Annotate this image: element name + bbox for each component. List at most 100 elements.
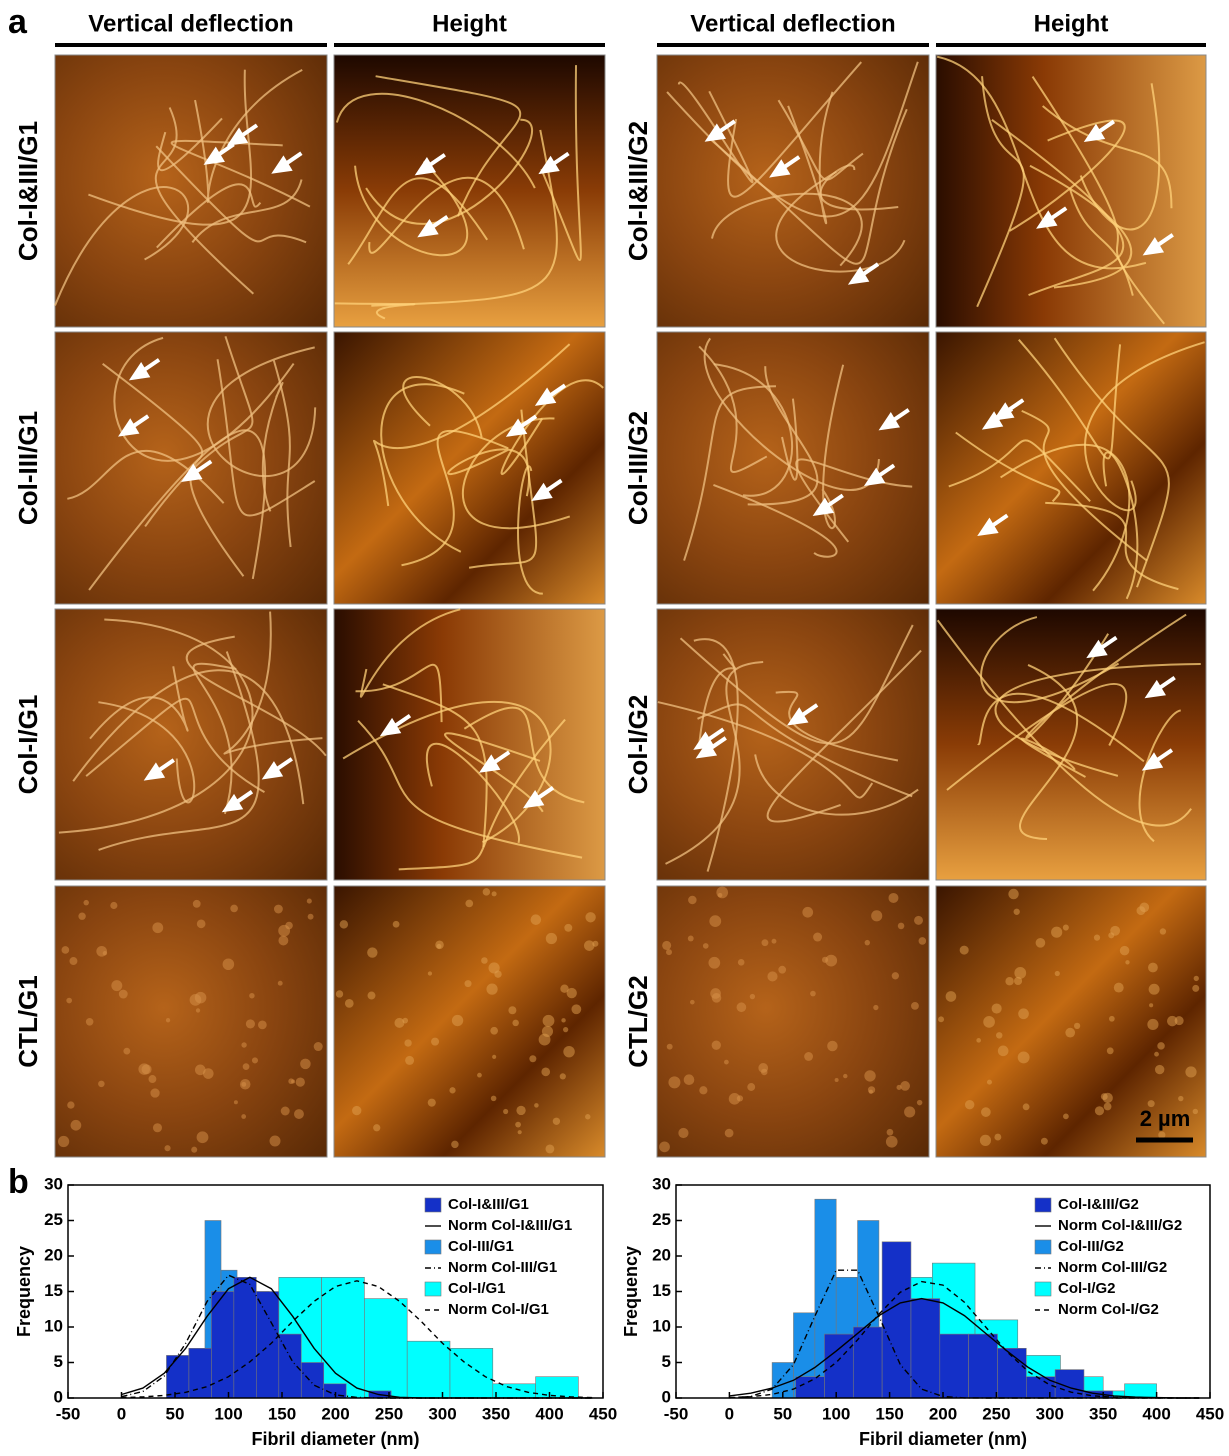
x-tick-label: -50: [664, 1404, 689, 1423]
column-header: Vertical deflection: [88, 10, 293, 37]
texture: [197, 1131, 209, 1143]
texture: [431, 1038, 439, 1046]
texture: [1104, 1103, 1112, 1111]
texture: [917, 1100, 922, 1105]
texture: [725, 1129, 734, 1138]
histogram-bar: [166, 1355, 188, 1398]
texture: [690, 1000, 695, 1005]
texture: [300, 1059, 311, 1070]
histogram-bar: [279, 1334, 301, 1398]
texture: [762, 939, 769, 946]
texture: [1041, 1138, 1048, 1145]
x-tick-label: 50: [773, 1404, 792, 1423]
texture: [249, 993, 254, 998]
texture: [111, 980, 122, 991]
legend-label: Col-I/G1: [448, 1280, 506, 1297]
texture: [67, 1101, 74, 1108]
texture: [516, 1106, 525, 1115]
texture: [869, 1090, 873, 1094]
column-header: Vertical deflection: [690, 10, 895, 37]
texture: [981, 1107, 991, 1117]
column-header: Height: [1034, 10, 1109, 37]
texture: [483, 888, 490, 895]
texture: [911, 1002, 919, 1010]
texture: [938, 1016, 944, 1022]
texture: [1018, 1051, 1030, 1063]
texture: [234, 1100, 238, 1104]
row-label: Col-I&III/G2: [623, 121, 653, 261]
histogram-bar: [364, 1299, 407, 1398]
panel-label: b: [8, 1163, 29, 1201]
texture: [291, 1080, 295, 1084]
texture: [584, 940, 595, 951]
texture: [336, 990, 343, 997]
texture: [1140, 903, 1150, 913]
legend-swatch: [425, 1282, 441, 1296]
legend-label: Norm Col-III/G2: [1058, 1259, 1167, 1276]
histogram-bar: [256, 1292, 278, 1399]
texture: [688, 896, 697, 905]
texture: [571, 1004, 581, 1014]
texture: [667, 1044, 673, 1050]
texture: [758, 1063, 768, 1073]
texture: [994, 1134, 1001, 1141]
texture: [1103, 1093, 1113, 1103]
row-label: Col-I/G1: [13, 695, 43, 795]
texture: [477, 1073, 482, 1078]
texture: [996, 1032, 1002, 1038]
texture: [1014, 909, 1020, 915]
texture: [512, 1020, 519, 1027]
texture: [1154, 1052, 1159, 1057]
x-tick-label: 200: [929, 1404, 957, 1423]
x-tick-label: 450: [1196, 1404, 1224, 1423]
x-tick-label: 150: [268, 1404, 296, 1423]
x-tick-label: 0: [117, 1404, 126, 1423]
legend-label: Col-III/G1: [448, 1238, 514, 1255]
texture: [119, 990, 128, 999]
afm-image: [55, 55, 327, 327]
texture: [1114, 983, 1124, 993]
texture: [195, 992, 207, 1004]
texture: [428, 971, 432, 975]
column-header: Height: [432, 10, 507, 37]
texture: [1158, 1131, 1165, 1138]
y-tick-label: 30: [652, 1174, 671, 1193]
texture: [998, 1046, 1009, 1057]
texture: [804, 1052, 813, 1061]
texture: [1125, 960, 1129, 964]
texture: [296, 1077, 305, 1086]
texture: [1014, 967, 1026, 979]
texture: [1005, 977, 1013, 985]
texture: [703, 943, 709, 949]
y-tick-label: 10: [44, 1316, 63, 1335]
texture: [529, 1055, 536, 1062]
x-tick-label: 400: [535, 1404, 563, 1423]
legend-label: Col-I&III/G2: [1058, 1196, 1139, 1213]
texture: [709, 915, 721, 927]
texture: [553, 1118, 560, 1125]
texture: [148, 1075, 156, 1083]
texture: [699, 1086, 707, 1094]
row-label: Col-III/G2: [623, 411, 653, 525]
histogram-bar: [882, 1242, 911, 1398]
texture: [481, 957, 488, 964]
texture: [1147, 1019, 1158, 1030]
texture: [1055, 971, 1060, 976]
texture: [531, 914, 542, 925]
texture: [1157, 1042, 1165, 1050]
texture: [871, 910, 882, 921]
y-tick-label: 20: [44, 1245, 63, 1264]
texture: [270, 1135, 281, 1146]
texture: [1194, 976, 1199, 981]
texture: [563, 1046, 574, 1057]
texture: [71, 1120, 82, 1131]
texture: [1178, 1096, 1183, 1101]
texture: [345, 999, 354, 1008]
legend-label: Norm Col-I/G2: [1058, 1301, 1159, 1318]
texture: [281, 1107, 290, 1116]
x-tick-label: 250: [375, 1404, 403, 1423]
texture: [490, 1027, 498, 1035]
texture: [66, 998, 72, 1004]
texture: [716, 887, 728, 899]
texture: [724, 1060, 729, 1065]
